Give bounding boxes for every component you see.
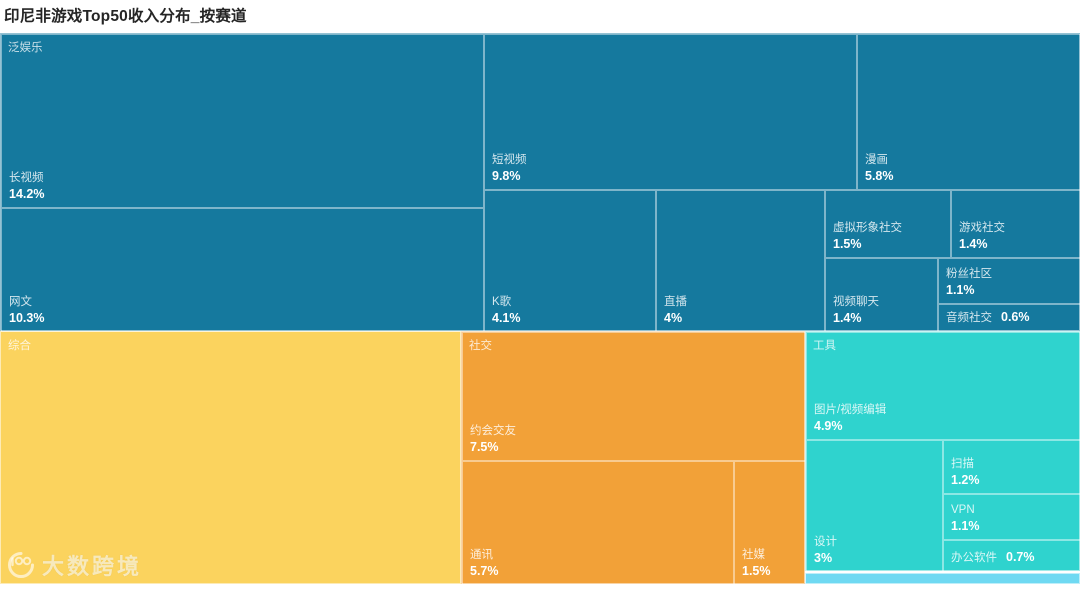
cell-percentage: 5.8% [865,169,894,183]
treemap-group[interactable]: 综合 [0,331,461,584]
treemap-cell[interactable]: 通讯 5.7% [462,461,734,585]
cell-category-name: 粉丝社区 [946,268,992,280]
cell-label: 办公软件 0.7% [951,548,1035,566]
cell-percentage: 7.5% [470,440,499,454]
treemap-cell[interactable]: 扫描 1.2% [943,440,1080,494]
cell-percentage: 4.1% [492,311,521,325]
cell-percentage: 1.4% [833,311,862,325]
cell-label: 扫描 1.2% [951,457,980,488]
cell-percentage: 1.4% [959,237,988,251]
cell-category-name: 社媒 [742,549,765,561]
cell-category-name: 视频聊天 [833,296,879,308]
treemap-cell[interactable]: 音频社交 0.6% [938,304,1080,332]
cell-label: 网文 10.3% [9,295,44,326]
cell-category-name: VPN [951,504,975,516]
cell-category-name: 图片/视频编辑 [814,404,887,416]
treemap-group[interactable]: 社交 约会交友 7.5% 通讯 5.7% 社媒 1.5% [461,331,806,585]
page-title: 印尼非游戏Top50收入分布_按赛道 [4,8,247,25]
treemap-cell[interactable]: 漫画 5.8% [857,34,1080,190]
cell-category-name: 游戏社交 [959,222,1005,234]
cell-percentage: 5.7% [470,564,499,578]
treemap-cell[interactable]: 游戏社交 1.4% [951,190,1080,258]
cell-label: 视频聊天 1.4% [833,295,879,326]
cell-category-name: 网文 [9,296,32,308]
cell-percentage: 10.3% [9,311,45,325]
cell-percentage: 1.5% [833,237,862,251]
cell-category-name: K歌 [492,296,512,308]
cell-label: 游戏社交 1.4% [959,221,1005,252]
cell-label: 社媒 1.5% [742,548,771,579]
cell-category-name: 短视频 [492,154,527,166]
cell-category-name: 虚拟形象社交 [833,222,902,234]
cell-percentage: 0.7% [1006,550,1035,564]
cell-label: 短视频 9.8% [492,153,527,184]
treemap-cell[interactable]: 虚拟形象社交 1.5% [825,190,951,258]
cell-percentage: 14.2% [9,187,45,201]
treemap-group[interactable]: 工具 图片/视频编辑 4.9% 设计 3% 扫描 1.2% VPN 1.1% 办公软件 0.7% [805,331,1080,572]
treemap-group[interactable] [805,573,1080,584]
cell-label: 通讯 5.7% [470,548,499,579]
cell-label: 约会交友 7.5% [470,424,516,455]
treemap-cell[interactable]: VPN 1.1% [943,494,1080,540]
cell-label: 设计 3% [814,535,837,566]
cell-percentage: 1.1% [951,519,980,533]
treemap-cell[interactable]: 长视频 14.2% [1,34,484,208]
cell-label: VPN 1.1% [951,503,980,534]
cell-percentage: 1.1% [946,283,975,297]
cell-percentage: 1.5% [742,564,771,578]
treemap-cell[interactable]: 短视频 9.8% [484,34,857,190]
cell-category-name: 长视频 [9,172,44,184]
cell-label: 漫画 5.8% [865,153,894,184]
cell-category-name: 办公软件 [951,552,997,564]
treemap-cell[interactable]: 社媒 1.5% [734,461,806,585]
treemap-cell[interactable]: 网文 10.3% [1,208,484,332]
treemap-cell[interactable]: 图片/视频编辑 4.9% [806,332,1080,440]
cell-percentage: 4.9% [814,419,843,433]
cell-category-name: 漫画 [865,154,888,166]
cell-label: 图片/视频编辑 4.9% [814,403,886,434]
cell-category-name: 设计 [814,536,837,548]
cell-percentage: 0.6% [1001,310,1030,324]
treemap-cell[interactable]: 办公软件 0.7% [943,540,1080,572]
treemap-cell[interactable]: 约会交友 7.5% [462,332,806,461]
cell-label: K歌 4.1% [492,295,521,326]
treemap-cell[interactable]: 设计 3% [806,440,943,572]
cell-percentage: 1.2% [951,473,980,487]
cell-label: 音频社交 0.6% [946,308,1030,326]
cell-label: 粉丝社区 1.1% [946,267,992,298]
treemap-cell[interactable]: 粉丝社区 1.1% [938,258,1080,304]
group-label: 综合 [8,340,31,352]
treemap-cell[interactable]: K歌 4.1% [484,190,656,332]
cell-category-name: 扫描 [951,458,974,470]
cell-category-name: 音频社交 [946,312,992,324]
cell-category-name: 通讯 [470,549,493,561]
treemap-group[interactable]: 泛娱乐 长视频 14.2% 网文 10.3% 短视频 9.8% 漫画 5.8% K歌 4.1% 直播 4… [0,33,1080,332]
treemap: 泛娱乐 长视频 14.2% 网文 10.3% 短视频 9.8% 漫画 5.8% K歌 4.1% 直播 4… [0,33,1080,585]
cell-label: 虚拟形象社交 1.5% [833,221,902,252]
cell-category-name: 约会交友 [470,425,516,437]
cell-percentage: 3% [814,551,833,565]
treemap-cell[interactable]: 视频聊天 1.4% [825,258,938,332]
cell-percentage: 4% [664,311,683,325]
cell-category-name: 直播 [664,296,687,308]
cell-label: 直播 4% [664,295,687,326]
cell-label: 长视频 14.2% [9,171,44,202]
treemap-cell[interactable]: 直播 4% [656,190,825,332]
cell-percentage: 9.8% [492,169,521,183]
